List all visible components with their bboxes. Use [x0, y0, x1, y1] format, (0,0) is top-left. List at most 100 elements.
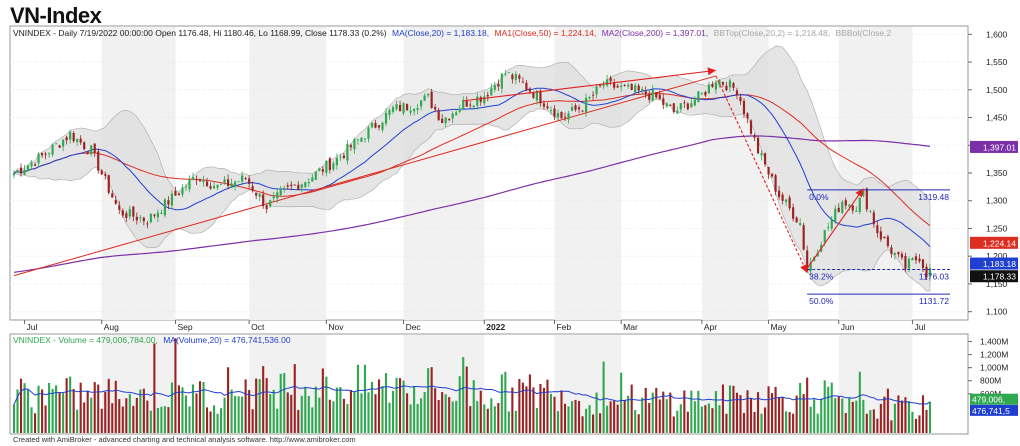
candle-body — [398, 104, 402, 112]
ma20-header: MA(Close,20) = 1,183.18, — [392, 28, 489, 38]
candle-body — [756, 137, 760, 154]
volume-bar — [735, 392, 739, 433]
volume-bar — [823, 380, 826, 433]
candle-body — [486, 94, 489, 97]
volume-ma-value-tag-bg — [970, 404, 1018, 416]
candle-body — [637, 85, 640, 91]
volume-bar — [753, 412, 756, 433]
candle-body — [911, 258, 914, 261]
volume-bar — [272, 389, 275, 433]
candle-body — [858, 197, 861, 212]
candle-body — [191, 177, 195, 180]
volume-bar — [883, 396, 886, 433]
candle-body — [770, 173, 774, 177]
candle-body — [728, 80, 732, 88]
volume-bar — [370, 381, 374, 433]
volume-bar — [304, 386, 307, 433]
candle-body — [384, 112, 388, 124]
volume-bar — [592, 414, 595, 433]
candle-body — [651, 89, 654, 102]
volume-bar — [170, 382, 173, 433]
candle-body — [381, 122, 384, 130]
volume-bar — [184, 395, 188, 433]
volume-bar — [290, 394, 293, 433]
candle-body — [230, 183, 233, 189]
candle-body — [44, 153, 47, 155]
candle-body — [227, 179, 230, 186]
volume-ma-header: MA(Volume,20) = 476,741,536.00 — [163, 335, 291, 345]
candle-body — [655, 92, 658, 98]
candle-body — [451, 113, 454, 119]
volume-bar — [244, 379, 247, 433]
candle-body — [855, 210, 858, 212]
volume-bar — [542, 387, 545, 433]
candle-body — [100, 170, 103, 175]
volume-bar — [72, 389, 75, 433]
volume-bar — [714, 391, 717, 433]
candle-body — [483, 96, 486, 104]
candle-body — [251, 186, 254, 191]
close-value-tag-bg — [970, 270, 1018, 283]
candle-body — [630, 84, 633, 91]
volume-y-tick-label: 1,200M — [980, 350, 1008, 360]
volume-bar — [381, 386, 384, 433]
volume-bar — [332, 401, 335, 433]
candle-body — [55, 143, 58, 145]
candle-body — [69, 132, 72, 140]
volume-bar — [806, 377, 809, 433]
volume-bar — [918, 415, 921, 433]
candle-body — [511, 74, 514, 80]
volume-bar — [599, 413, 602, 433]
candle-body — [76, 138, 79, 143]
volume-ma-value-tag: 476,741,5 — [972, 406, 1010, 416]
y-tick-label: 1,450 — [986, 113, 1008, 123]
candle-body — [269, 200, 272, 207]
volume-bar — [19, 378, 23, 433]
volume-bar — [118, 399, 121, 433]
candle-body — [588, 97, 591, 99]
candle-body — [286, 185, 289, 187]
candle-body — [304, 182, 307, 188]
volume-bar — [570, 401, 574, 433]
volume-bar — [220, 408, 223, 433]
volume-bar — [441, 392, 444, 433]
volume-bar — [451, 401, 454, 433]
volume-bar — [767, 386, 770, 433]
volume-bar — [528, 374, 531, 433]
volume-bar — [41, 389, 44, 433]
volume-bar — [788, 412, 791, 433]
volume-bar — [346, 404, 349, 433]
candle-body — [479, 97, 482, 102]
candle-body — [785, 199, 788, 202]
volume-bar — [490, 398, 493, 433]
volume-bar — [258, 379, 261, 433]
volume-bar — [620, 372, 623, 433]
candle-body — [778, 190, 781, 198]
volume-month-shade — [403, 335, 485, 433]
fib-value-label: 1176.03 — [919, 272, 949, 282]
volume-bar — [616, 404, 619, 433]
volume-bar — [248, 390, 251, 433]
rally-arrow — [463, 69, 716, 102]
volume-bar — [107, 378, 110, 433]
volume-bar — [778, 396, 781, 433]
volume-bar — [384, 373, 388, 433]
volume-bar — [809, 406, 812, 433]
candle-body — [876, 225, 879, 234]
volume-bar — [746, 390, 749, 433]
candle-body — [665, 103, 668, 107]
candle-body — [342, 155, 345, 158]
ma20-line — [13, 87, 931, 247]
volume-bar — [237, 396, 240, 433]
volume-bar — [486, 408, 489, 433]
candle-body — [890, 247, 893, 254]
rebound-arrow-head — [855, 188, 864, 198]
fib-level-label: 38.2% — [809, 272, 834, 282]
volume-bar — [293, 364, 296, 433]
volume-bar — [391, 390, 395, 433]
volume-bar — [128, 394, 131, 433]
volume-bar — [641, 397, 644, 433]
candle-body — [774, 175, 777, 192]
volume-bar — [690, 390, 693, 433]
candle-body — [325, 160, 328, 173]
